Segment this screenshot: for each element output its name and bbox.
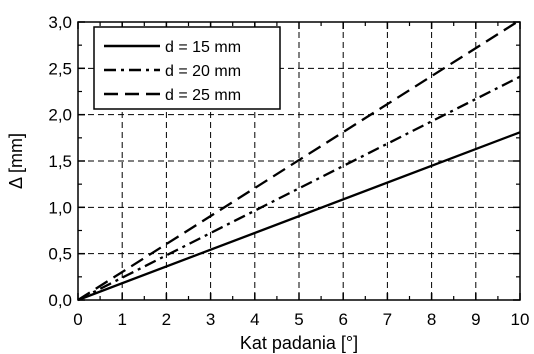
x-tick-label: 2 bbox=[162, 310, 171, 329]
legend: d = 15 mm d = 20 mm d = 25 mm bbox=[93, 26, 281, 110]
x-tick-label: 0 bbox=[73, 310, 82, 329]
y-tick-label: 0,0 bbox=[48, 291, 72, 310]
x-tick-label: 5 bbox=[294, 310, 303, 329]
x-axis-label: Kat padania [°] bbox=[240, 333, 358, 353]
x-tick-label: 7 bbox=[383, 310, 392, 329]
x-tick-label: 1 bbox=[117, 310, 126, 329]
x-tick-label: 8 bbox=[427, 310, 436, 329]
legend-label-2: d = 20 mm bbox=[165, 63, 241, 80]
y-tick-label: 3,0 bbox=[48, 13, 72, 32]
x-tick-label: 3 bbox=[206, 310, 215, 329]
x-tick-labels: 0 1 2 3 4 5 6 7 8 9 10 bbox=[73, 310, 529, 329]
x-tick-label: 10 bbox=[511, 310, 530, 329]
legend-label-1: d = 15 mm bbox=[165, 39, 241, 56]
y-axis-label: Δ [mm] bbox=[6, 133, 26, 189]
y-tick-label: 1,0 bbox=[48, 198, 72, 217]
legend-box bbox=[93, 26, 281, 110]
series-line-2 bbox=[77, 75, 521, 302]
axis-ticks bbox=[77, 21, 521, 301]
x-tick-label: 4 bbox=[250, 310, 259, 329]
x-tick-label: 6 bbox=[338, 310, 347, 329]
series-lines bbox=[77, 19, 521, 302]
x-tick-label: 9 bbox=[471, 310, 480, 329]
legend-label-3: d = 25 mm bbox=[165, 87, 241, 104]
y-tick-label: 1,5 bbox=[48, 152, 72, 171]
y-tick-label: 2,0 bbox=[48, 106, 72, 125]
series-line-3 bbox=[77, 19, 521, 301]
series-line-1 bbox=[77, 131, 521, 302]
y-tick-labels: 0,0 0,5 1,0 1,5 2,0 2,5 3,0 bbox=[48, 13, 72, 310]
y-tick-label: 0,5 bbox=[48, 245, 72, 264]
y-tick-label: 2,5 bbox=[48, 59, 72, 78]
